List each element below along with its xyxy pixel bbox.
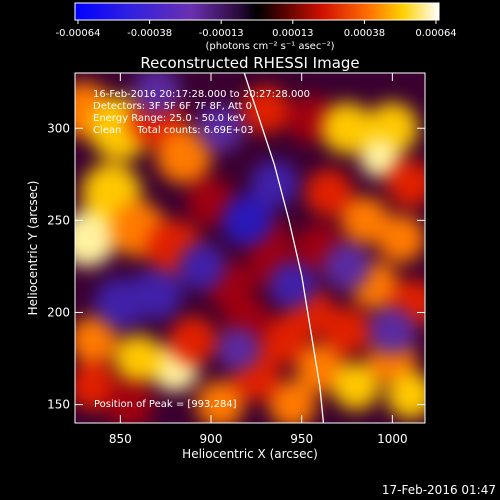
plot-frame	[74, 72, 426, 424]
heatmap-blob	[268, 380, 317, 423]
heatmap-blobs	[75, 73, 425, 423]
heatmap-blob	[196, 380, 245, 423]
peak-position-text: Position of Peak = [993,284]	[94, 399, 237, 410]
x-tick-label: 900	[200, 432, 223, 446]
x-axis-label: Heliocentric X (arcsec)	[182, 447, 318, 461]
heatmap-blob	[94, 277, 147, 330]
heatmap-blob	[332, 362, 381, 411]
heatmap-blob	[304, 168, 353, 217]
heatmap-blob	[250, 159, 299, 208]
x-tick-label: 1000	[377, 432, 408, 446]
colorbar-tick-label: -0.00013	[199, 28, 244, 39]
heatmap-blob	[216, 327, 261, 372]
heatmap-blob	[241, 85, 290, 134]
y-tick-label: 150	[47, 398, 70, 412]
timestamp: 17-Feb-2016 01:47	[382, 483, 496, 497]
colorbar-unit-label: (photons cm⁻² s⁻¹ asec⁻²)	[205, 41, 334, 52]
info-line-counts: Clean Total counts: 6.69E+03	[93, 125, 253, 136]
colorbar-tick-label: 0.00038	[344, 28, 385, 39]
heatmap-blob	[221, 194, 274, 247]
y-axis-label: Heliocentric Y (arcsec)	[26, 181, 40, 316]
info-line-energy: Energy Range: 25.0 - 50.0 keV	[93, 113, 246, 124]
heatmap-blob	[295, 343, 344, 392]
heatmap-blob	[341, 196, 390, 245]
info-text-block: 16-Feb-2016 20:17:28.000 to 20:27:28.000…	[93, 89, 310, 136]
colorbar-tick-label: -0.00064	[56, 28, 101, 39]
info-line-detectors: Detectors: 3F 5F 6F 7F 8F, Att 0	[93, 101, 252, 112]
axis-ticks: 850 900 950 1000 150 200 250 300	[47, 73, 425, 446]
heatmap-blob	[323, 306, 371, 355]
heatmap-blob	[259, 316, 308, 365]
solar-limb-curve	[243, 73, 325, 423]
heatmap-blob	[323, 242, 371, 291]
heatmap-blob	[75, 210, 116, 267]
colorbar-tick-label: 0.00013	[272, 28, 313, 39]
heatmap-blob	[155, 127, 212, 184]
y-tick-label: 200	[47, 305, 70, 319]
heatmap-blob	[132, 73, 181, 116]
x-tick-label: 950	[290, 432, 313, 446]
x-tick-label: 850	[109, 432, 132, 446]
y-tick-label: 250	[47, 213, 70, 227]
heatmap-blob	[196, 104, 245, 153]
colorbar-tick-label: -0.00038	[127, 28, 172, 39]
heatmap-blob	[386, 371, 425, 420]
heatmap-blob	[178, 242, 226, 291]
heatmap-blob	[114, 334, 163, 383]
y-tick-label: 300	[47, 121, 70, 135]
heatmap-blob	[105, 380, 154, 423]
heatmap-blob	[321, 102, 373, 155]
heatmap-blob	[368, 306, 417, 355]
heatmap-blob	[386, 159, 425, 208]
colorbar	[74, 2, 440, 21]
colorbar-ticks: -0.00064 -0.00038 -0.00013 0.00013 0.00038 0.…	[56, 20, 457, 39]
heatmap-blob	[268, 260, 317, 309]
info-line-time: 16-Feb-2016 20:17:28.000 to 20:27:28.000	[93, 89, 310, 100]
heatmap-blob	[168, 316, 217, 365]
colorbar-tick-label: 0.00064	[415, 28, 456, 39]
heatmap-blob	[75, 316, 118, 365]
chart-title: Reconstructed RHESSI Image	[140, 54, 359, 72]
heatmap-area	[75, 73, 425, 423]
heatmap-blob	[377, 214, 425, 263]
heatmap-blob	[359, 137, 400, 178]
